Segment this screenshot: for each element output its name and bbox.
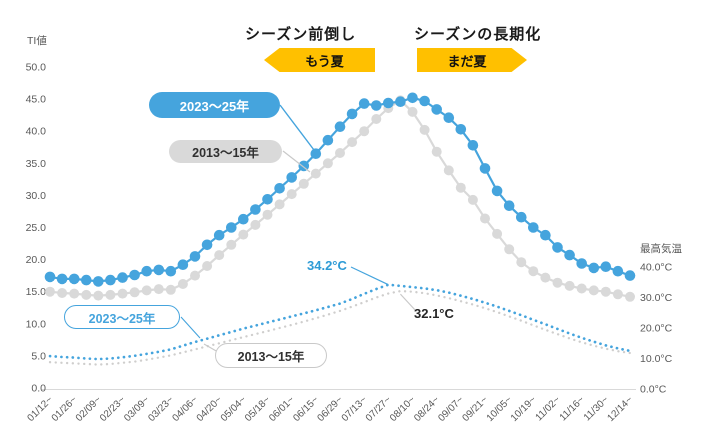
left-axis-tick-label: 50.0 <box>26 62 47 74</box>
x-axis-tick-label: 01/26~ <box>50 394 80 424</box>
left-axis-tick-label: 45.0 <box>26 94 47 106</box>
x-axis-tick-label: 12/14~ <box>606 394 636 424</box>
right-axis-tick-label: 0.0°C <box>640 384 667 396</box>
x-axis-tick-label: 01/12~ <box>26 394 56 424</box>
peak-temp-label-2013-15: 32.1°C <box>414 306 454 321</box>
callout-connector-line <box>350 266 389 286</box>
left-axis-tick-label: 10.0 <box>26 318 47 330</box>
series-ti_2023 <box>44 92 636 287</box>
series-ti_2013 <box>45 95 635 302</box>
right-axis-tick-label: 30.0°C <box>640 292 673 304</box>
x-axis-tick-label: 03/23~ <box>146 394 176 424</box>
right-axis-tick-label: 10.0°C <box>640 353 673 365</box>
callout-connector-line <box>180 316 201 339</box>
series-callout-temp-2023-25: 2023〜25年 <box>64 305 180 329</box>
left-axis-tick-label: 35.0 <box>26 158 47 170</box>
left-axis-tick-label: 30.0 <box>26 190 47 202</box>
right-axis-tick-label: 40.0°C <box>640 262 673 274</box>
x-axis-tick-label: 11/02~ <box>534 394 563 423</box>
peak-temp-label-2023-25: 34.2°C <box>307 258 347 273</box>
series-temp_2023 <box>48 283 632 361</box>
badge-still-summer: まだ夏 <box>417 48 527 72</box>
x-axis-tick-label: 06/01~ <box>267 394 297 424</box>
x-axis-tick-label: 11/30~ <box>582 394 611 423</box>
callout-connector-line <box>399 293 417 312</box>
left-axis-tick-label: 20.0 <box>26 254 47 266</box>
x-axis-tick-label: 09/07~ <box>436 394 466 424</box>
left-axis-tick-label: 25.0 <box>26 222 47 234</box>
annotation-heading-season-longer: シーズンの長期化 <box>414 26 542 43</box>
x-axis-tick-label: 10/05~ <box>485 394 515 424</box>
x-axis-tick-label: 07/27~ <box>364 394 394 424</box>
series-callout-ti-2023-25: 2023〜25年 <box>149 92 280 118</box>
x-axis-tick-label: 08/24~ <box>412 394 442 424</box>
x-axis-tick-label: 08/10~ <box>388 394 418 424</box>
x-axis-tick-label: 07/13~ <box>340 394 370 424</box>
series-callout-ti-2013-15: 2013〜15年 <box>169 140 282 163</box>
x-axis-tick-label: 05/04~ <box>219 394 249 424</box>
x-axis-tick-label: 05/18~ <box>243 394 273 424</box>
series-callout-temp-2013-15: 2013〜15年 <box>215 343 327 368</box>
x-axis-tick-label: 04/20~ <box>195 394 225 424</box>
x-axis-tick-label: 09/21~ <box>461 394 491 424</box>
x-axis-tick-label: 06/15~ <box>291 394 321 424</box>
x-axis-tick-label: 02/09~ <box>74 394 104 424</box>
x-axis-tick-label: 11/16~ <box>558 394 587 423</box>
left-axis-title: TI値 <box>27 34 47 47</box>
left-axis-tick-label: 15.0 <box>26 286 47 298</box>
callout-connector-line <box>279 104 315 151</box>
badge-already-summer: もう夏 <box>264 48 375 72</box>
annotation-heading-season-earlier: シーズン前倒し <box>245 26 357 43</box>
x-axis-tick-label: 04/06~ <box>171 394 201 424</box>
x-axis-tick-label: 03/09~ <box>122 394 152 424</box>
x-axis-tick-label: 02/23~ <box>98 394 128 424</box>
callout-connector-line <box>282 150 311 173</box>
x-axis-tick-label: 06/29~ <box>316 394 346 424</box>
left-axis-tick-label: 5.0 <box>31 350 46 362</box>
left-axis-tick-label: 0.0 <box>31 383 46 395</box>
right-axis-title: 最高気温 <box>640 242 682 255</box>
series-temp_2013 <box>48 289 632 366</box>
right-axis-tick-label: 20.0°C <box>640 323 673 335</box>
x-axis-tick-label: 10/19~ <box>509 394 539 424</box>
left-axis-tick-label: 40.0 <box>26 126 47 138</box>
